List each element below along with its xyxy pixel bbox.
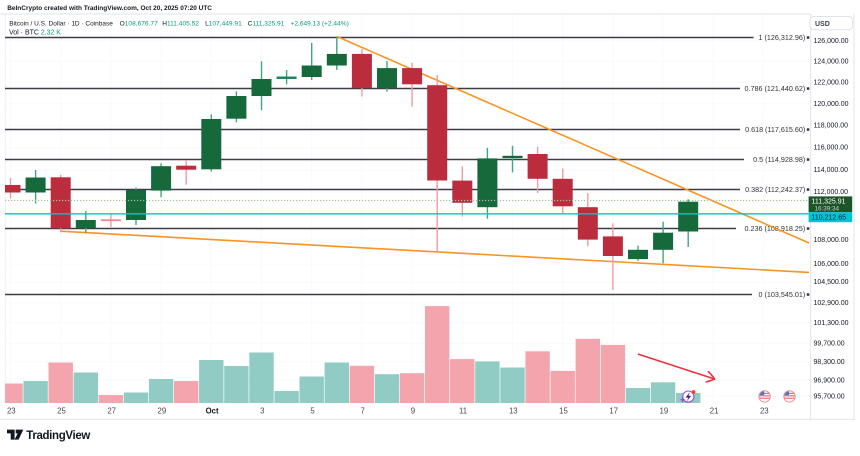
svg-text:23: 23	[760, 407, 769, 416]
svg-text:Oct: Oct	[206, 407, 219, 416]
svg-text:USD: USD	[815, 21, 830, 28]
svg-text:102,900.00: 102,900.00	[814, 300, 849, 307]
svg-text:Bitcoin / U.S. Dollar · 1D · C: Bitcoin / U.S. Dollar · 1D · Coinbase	[9, 20, 113, 27]
svg-text:TradingView: TradingView	[26, 430, 90, 442]
svg-text:0 (103,545.01): 0 (103,545.01)	[759, 290, 806, 299]
svg-text:118,000.00: 118,000.00	[814, 123, 849, 130]
svg-text:Vol · BTC: Vol · BTC	[9, 30, 39, 37]
svg-text:95,700.00: 95,700.00	[814, 393, 845, 400]
svg-text:23: 23	[7, 407, 16, 416]
svg-text:9: 9	[411, 407, 415, 416]
svg-text:+2,649.13 (+2.44%): +2,649.13 (+2.44%)	[291, 20, 349, 27]
svg-text:96,900.00: 96,900.00	[814, 377, 845, 384]
svg-text:0.382 (112,242.37): 0.382 (112,242.37)	[745, 185, 805, 194]
svg-text:114,000.00: 114,000.00	[814, 167, 849, 174]
svg-text:11: 11	[459, 407, 467, 416]
svg-text:98,300.00: 98,300.00	[814, 359, 845, 366]
svg-text:BeInCrypto created with Tradin: BeInCrypto created with TradingView.com,…	[7, 5, 212, 12]
svg-text:126,000.00: 126,000.00	[814, 38, 849, 45]
svg-text:13: 13	[509, 407, 518, 416]
svg-text:7: 7	[361, 407, 365, 416]
svg-text:110,212.65: 110,212.65	[812, 215, 847, 222]
svg-text:120,000.00: 120,000.00	[814, 101, 849, 108]
svg-text:5: 5	[310, 407, 315, 416]
svg-text:O108,676.77: O108,676.77	[120, 20, 158, 27]
svg-text:L107,449.91: L107,449.91	[205, 20, 242, 27]
svg-text:H111,405.52: H111,405.52	[162, 20, 199, 27]
svg-text:3: 3	[260, 407, 264, 416]
svg-text:108,000.00: 108,000.00	[814, 237, 849, 244]
svg-text:0.786 (121,440.62): 0.786 (121,440.62)	[745, 84, 806, 93]
svg-text:16:39:34: 16:39:34	[815, 206, 840, 213]
svg-text:2.32 K: 2.32 K	[41, 30, 62, 37]
svg-text:101,300.00: 101,300.00	[814, 320, 849, 327]
svg-text:17: 17	[609, 407, 618, 416]
svg-text:106,000.00: 106,000.00	[814, 261, 849, 268]
svg-text:116,000.00: 116,000.00	[814, 145, 849, 152]
svg-text:104,500.00: 104,500.00	[814, 279, 849, 286]
svg-text:111,325.91: 111,325.91	[812, 198, 846, 205]
svg-text:99,700.00: 99,700.00	[814, 341, 845, 348]
svg-text:27: 27	[107, 407, 116, 416]
svg-text:25: 25	[57, 407, 66, 416]
svg-text:19: 19	[660, 407, 669, 416]
svg-text:0.618 (117,615.60): 0.618 (117,615.60)	[745, 125, 805, 134]
svg-text:C111,325.91: C111,325.91	[248, 20, 285, 27]
svg-text:112,000.00: 112,000.00	[814, 189, 849, 196]
svg-text:1 (126,312.96): 1 (126,312.96)	[759, 33, 806, 42]
svg-text:124,000.00: 124,000.00	[814, 59, 849, 66]
svg-text:122,000.00: 122,000.00	[814, 80, 849, 87]
svg-text:29: 29	[158, 407, 167, 416]
svg-text:21: 21	[710, 407, 719, 416]
svg-text:0.5 (114,928.98): 0.5 (114,928.98)	[753, 155, 805, 164]
svg-text:15: 15	[559, 407, 568, 416]
